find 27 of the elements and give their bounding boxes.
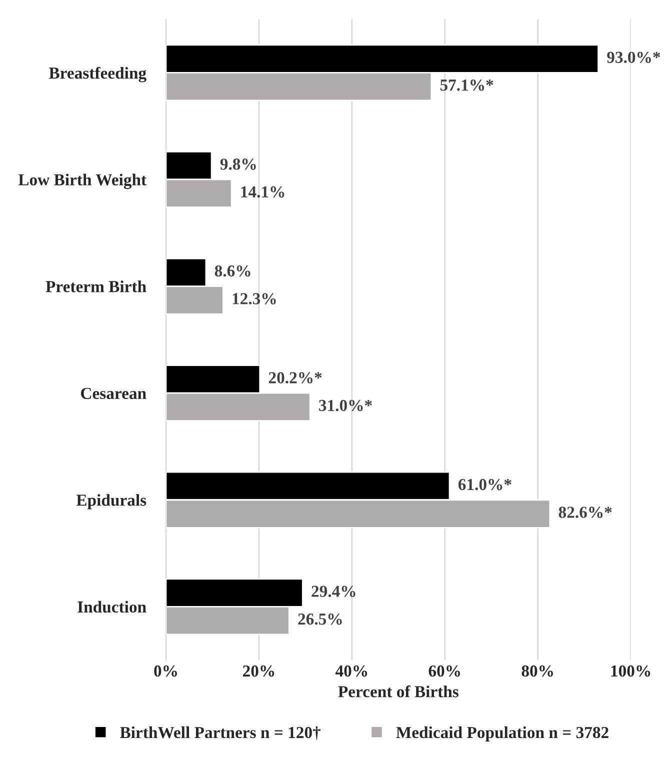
legend-label: BirthWell Partners n = 120†: [120, 726, 320, 740]
legend-label: Medicaid Population n = 3782: [396, 726, 608, 742]
data-label: 26.5%: [298, 613, 342, 625]
y-tick-label: Cesarean: [81, 388, 146, 400]
x-tick-label: 20%: [242, 665, 274, 677]
data-label: 14.1%: [241, 186, 284, 198]
data-label: 8.6%: [214, 265, 250, 277]
data-label: 9.8%: [220, 158, 256, 170]
y-tick-label: Low Birth Weight: [18, 174, 146, 189]
data-label: 61.0%*: [458, 478, 512, 490]
y-tick-label: Epidurals: [76, 494, 146, 510]
data-label: 12.3%: [232, 293, 276, 304]
data-label: 29.4%: [312, 586, 356, 598]
x-tick-label: 100%: [611, 665, 650, 677]
x-tick-label: 40%: [335, 665, 368, 677]
data-label: 82.6%*: [558, 506, 612, 518]
data-label: 57.1%*: [440, 80, 494, 91]
data-label: 31.0%*: [319, 400, 372, 412]
y-tick-label: Induction: [78, 600, 146, 613]
y-tick-label: Preterm Birth: [46, 280, 146, 292]
y-tick-label: Breastfeeding: [48, 66, 146, 82]
x-tick-label: 0%: [154, 665, 177, 677]
x-tick-label: 80%: [522, 665, 553, 677]
x-axis-title: Percent of Births: [338, 685, 458, 698]
x-tick-label: 60%: [428, 665, 460, 677]
data-label: 20.2%*: [268, 372, 322, 384]
data-label: 93.0%*: [607, 52, 660, 64]
